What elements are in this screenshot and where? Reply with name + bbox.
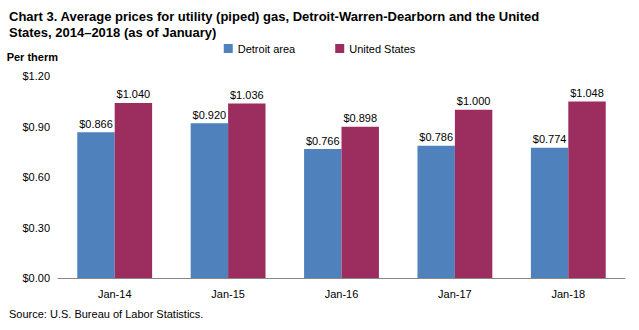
svg-text:States, 2014–2018 (as of Janua: States, 2014–2018 (as of January) — [9, 25, 216, 40]
svg-text:Per therm: Per therm — [7, 51, 59, 63]
svg-text:$0.30: $0.30 — [22, 222, 50, 234]
svg-text:Chart 3. Average prices for ut: Chart 3. Average prices for utility (pip… — [9, 9, 543, 24]
svg-text:Jan-16: Jan-16 — [325, 288, 359, 300]
svg-text:$0.786: $0.786 — [419, 131, 453, 143]
svg-text:$0.90: $0.90 — [22, 121, 50, 133]
svg-text:$1.20: $1.20 — [22, 70, 50, 82]
svg-text:United States: United States — [349, 43, 416, 55]
svg-text:Source: U.S. Bureau of Labor S: Source: U.S. Bureau of Labor Statistics. — [9, 308, 203, 320]
svg-text:$0.00: $0.00 — [22, 272, 50, 284]
svg-text:Jan-17: Jan-17 — [438, 288, 472, 300]
svg-text:Jan-14: Jan-14 — [98, 288, 132, 300]
svg-text:$1.036: $1.036 — [230, 89, 264, 101]
svg-text:$0.60: $0.60 — [22, 171, 50, 183]
svg-text:Jan-18: Jan-18 — [551, 288, 585, 300]
svg-text:Jan-15: Jan-15 — [211, 288, 245, 300]
svg-text:$0.898: $0.898 — [343, 112, 377, 124]
svg-text:$0.774: $0.774 — [533, 133, 567, 145]
svg-text:$0.766: $0.766 — [306, 135, 340, 147]
svg-text:$1.048: $1.048 — [570, 87, 604, 99]
svg-text:$0.866: $0.866 — [79, 118, 113, 130]
svg-text:$0.920: $0.920 — [193, 109, 227, 121]
svg-text:Detroit area: Detroit area — [238, 43, 296, 55]
svg-text:$1.040: $1.040 — [117, 88, 151, 100]
svg-text:$1.000: $1.000 — [457, 95, 491, 107]
